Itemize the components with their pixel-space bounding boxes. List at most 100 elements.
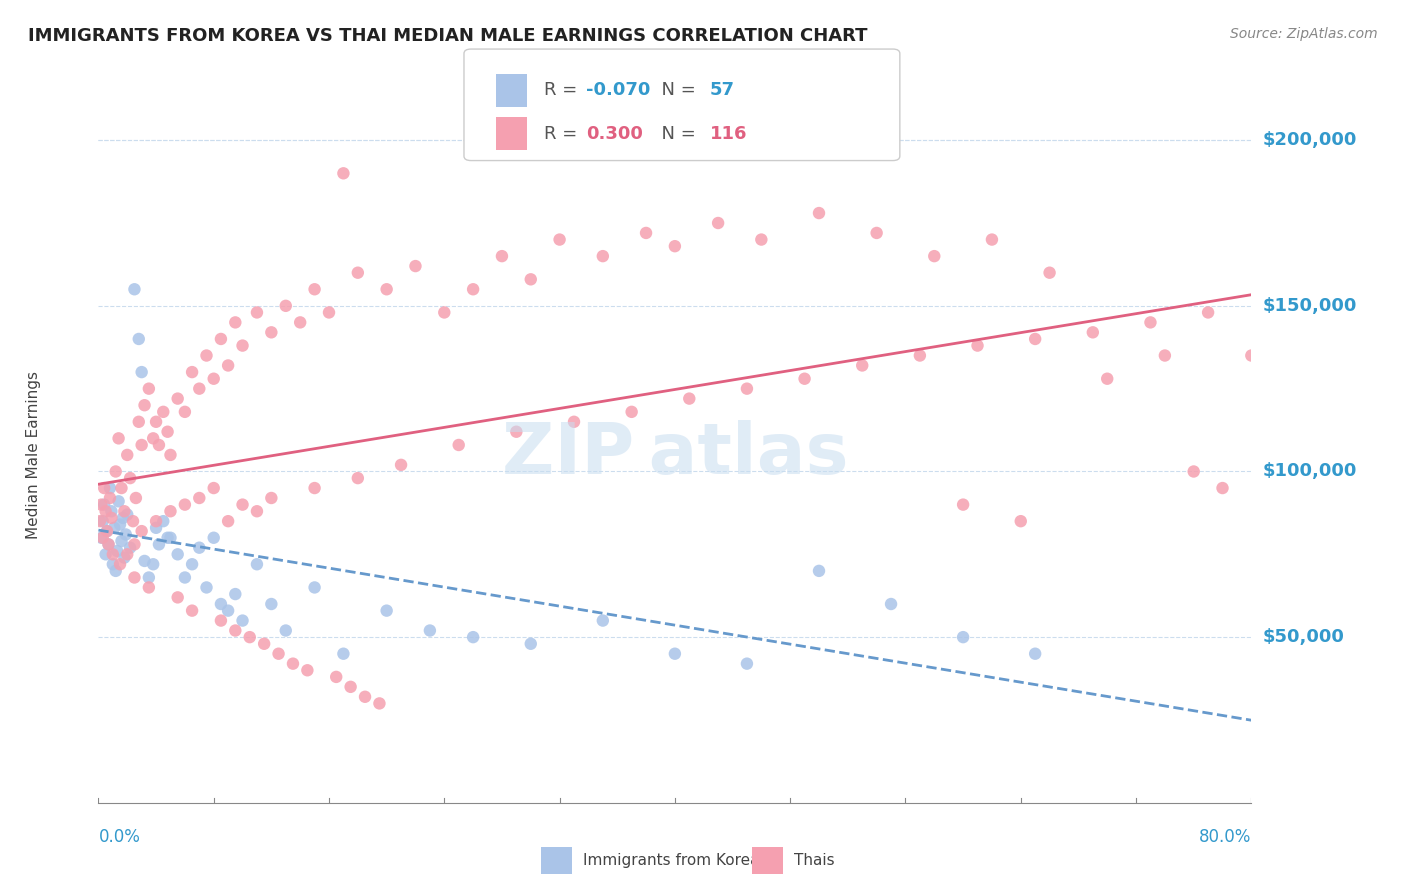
Point <box>134 554 156 568</box>
Point <box>202 481 225 495</box>
Point <box>107 494 129 508</box>
Point <box>117 448 138 462</box>
Point <box>89 514 111 528</box>
Point <box>433 305 456 319</box>
Point <box>304 282 326 296</box>
Point <box>142 431 165 445</box>
Point <box>793 372 815 386</box>
Point <box>260 326 283 340</box>
Point <box>267 647 290 661</box>
Point <box>952 498 974 512</box>
Point <box>117 508 138 522</box>
Point <box>145 415 167 429</box>
Point <box>224 587 246 601</box>
Point <box>231 614 254 628</box>
Point <box>188 541 211 555</box>
Point <box>94 547 117 561</box>
Text: Source: ZipAtlas.com: Source: ZipAtlas.com <box>1230 27 1378 41</box>
Point <box>405 259 427 273</box>
Point <box>224 315 246 329</box>
Point <box>195 349 218 363</box>
Point <box>346 266 368 280</box>
Point <box>110 534 132 549</box>
Text: R =: R = <box>544 125 583 143</box>
Text: 116: 116 <box>710 125 748 143</box>
Point <box>91 514 114 528</box>
Point <box>128 332 150 346</box>
Point <box>620 405 643 419</box>
Point <box>138 581 160 595</box>
Point <box>461 630 484 644</box>
Point <box>202 531 225 545</box>
Point <box>231 498 254 512</box>
Point <box>112 550 135 565</box>
Point <box>1182 465 1205 479</box>
Point <box>1097 372 1119 386</box>
Point <box>231 338 254 352</box>
Point <box>332 647 354 661</box>
Point <box>505 425 527 439</box>
Point <box>93 481 115 495</box>
Point <box>120 541 142 555</box>
Point <box>562 415 585 429</box>
Point <box>117 547 138 561</box>
Point <box>880 597 903 611</box>
Point <box>131 438 153 452</box>
Point <box>98 491 121 505</box>
Point <box>290 315 312 329</box>
Point <box>96 524 118 538</box>
Point <box>152 514 174 528</box>
Point <box>246 504 269 518</box>
Point <box>188 382 211 396</box>
Point <box>217 514 239 528</box>
Text: -0.070: -0.070 <box>586 81 651 99</box>
Point <box>419 624 441 638</box>
Point <box>101 547 124 561</box>
Point <box>159 531 181 545</box>
Text: Immigrants from Korea: Immigrants from Korea <box>583 854 761 868</box>
Text: R =: R = <box>544 81 583 99</box>
Point <box>592 249 614 263</box>
Point <box>1139 315 1161 329</box>
Point <box>148 537 170 551</box>
Point <box>751 233 773 247</box>
Point <box>735 382 758 396</box>
Point <box>174 405 197 419</box>
Point <box>274 299 297 313</box>
Point <box>325 670 347 684</box>
Point <box>112 504 135 518</box>
Point <box>101 558 124 572</box>
Point <box>274 624 297 638</box>
Text: Thais: Thais <box>794 854 835 868</box>
Point <box>952 630 974 644</box>
Point <box>1038 266 1062 280</box>
Point <box>111 511 134 525</box>
Point <box>908 349 931 363</box>
Point <box>389 458 412 472</box>
Point <box>181 558 204 572</box>
Point <box>1010 514 1032 528</box>
Point <box>105 544 128 558</box>
Text: 0.300: 0.300 <box>586 125 643 143</box>
Point <box>174 498 197 512</box>
Point <box>807 206 830 220</box>
Point <box>131 365 153 379</box>
Point <box>297 663 319 677</box>
Point <box>664 647 686 661</box>
Point <box>124 537 146 551</box>
Point <box>851 359 873 373</box>
Point <box>138 570 160 584</box>
Point <box>332 166 354 180</box>
Point <box>253 637 276 651</box>
Point <box>217 604 239 618</box>
Point <box>181 604 204 618</box>
Point <box>375 604 398 618</box>
Point <box>217 359 239 373</box>
Point <box>93 498 115 512</box>
Point <box>636 226 658 240</box>
Point <box>1240 349 1263 363</box>
Point <box>96 524 118 538</box>
Point <box>108 517 131 532</box>
Point <box>260 491 283 505</box>
Point <box>304 481 326 495</box>
